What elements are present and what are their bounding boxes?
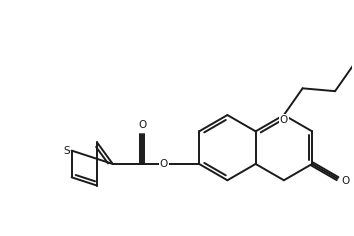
Text: O: O xyxy=(160,159,168,169)
Text: O: O xyxy=(342,176,350,186)
Text: O: O xyxy=(138,120,146,130)
Text: O: O xyxy=(280,115,288,125)
Text: S: S xyxy=(63,146,70,156)
